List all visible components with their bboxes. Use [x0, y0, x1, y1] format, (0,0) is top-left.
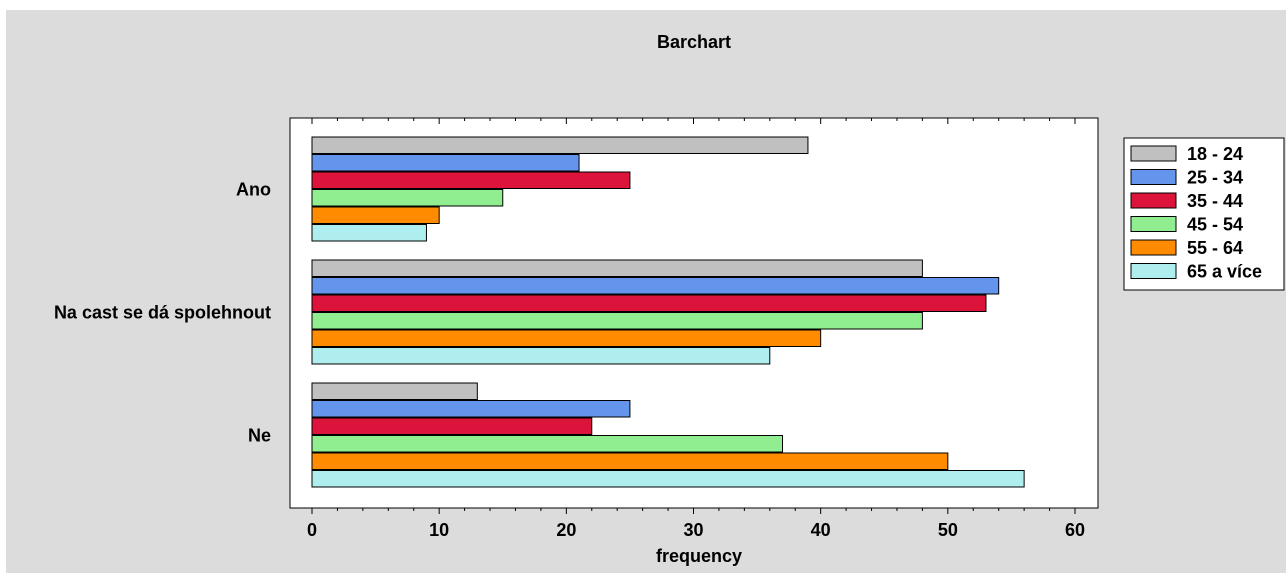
category-label: Na cast se dá spolehnout [54, 303, 271, 323]
legend-label: 65 a více [1187, 262, 1262, 282]
legend-swatch [1130, 216, 1177, 232]
tick-marks [311, 118, 1076, 514]
bar-1-4 [311, 329, 822, 347]
x-tick-label: 30 [683, 520, 703, 540]
bar-0-3 [311, 189, 504, 207]
bar-chart: Barchart Ano Na cast se dá spolehnout Ne 0… [6, 10, 1286, 573]
bar-1-3 [311, 312, 923, 330]
legend-label: 25 - 34 [1187, 168, 1243, 188]
x-tick-label: 40 [811, 520, 831, 540]
category-label: Ne [248, 426, 271, 446]
x-tick-label: 60 [1065, 520, 1085, 540]
bar-1-0 [311, 259, 923, 277]
bar-2-4 [311, 452, 949, 470]
legend-label: 18 - 24 [1187, 144, 1243, 164]
chart-title: Barchart [657, 32, 731, 52]
bar-0-1 [311, 154, 580, 172]
x-tick-label: 10 [429, 520, 449, 540]
x-axis-label: frequency [656, 546, 742, 566]
legend-label: 45 - 54 [1187, 215, 1243, 235]
bar-0-0 [311, 136, 809, 154]
category-label: Ano [236, 180, 271, 200]
bar-0-2 [311, 171, 631, 189]
bar-1-5 [311, 347, 771, 365]
bar-1-2 [311, 294, 987, 312]
legend-swatch [1130, 263, 1177, 279]
bar-1-1 [311, 277, 1000, 295]
legend-label: 35 - 44 [1187, 191, 1243, 211]
x-tick-label: 20 [556, 520, 576, 540]
legend-swatch [1130, 169, 1177, 185]
legend-swatch [1130, 239, 1177, 256]
category-labels: Ano Na cast se dá spolehnout Ne [54, 180, 271, 446]
bar-2-2 [311, 417, 593, 435]
bar-0-4 [311, 206, 440, 224]
legend-swatch [1130, 145, 1177, 162]
legend: 18 - 24 25 - 34 35 - 44 45 - 54 55 - 64 65 a … [1123, 137, 1285, 291]
bar-2-1 [311, 400, 631, 418]
chart-container: Barchart Ano Na cast se dá spolehnout Ne 0… [6, 10, 1286, 573]
bar-2-0 [311, 382, 478, 400]
bar-0-5 [311, 224, 427, 242]
bar-2-3 [311, 435, 784, 453]
bar-2-5 [311, 470, 1025, 488]
x-tick-label: 50 [938, 520, 958, 540]
x-tick-label: 0 [307, 520, 317, 540]
bars [311, 136, 1025, 488]
legend-swatch [1130, 192, 1177, 209]
legend-label: 55 - 64 [1187, 238, 1243, 258]
x-tick-labels: 0 10 20 30 40 50 60 [307, 520, 1085, 540]
